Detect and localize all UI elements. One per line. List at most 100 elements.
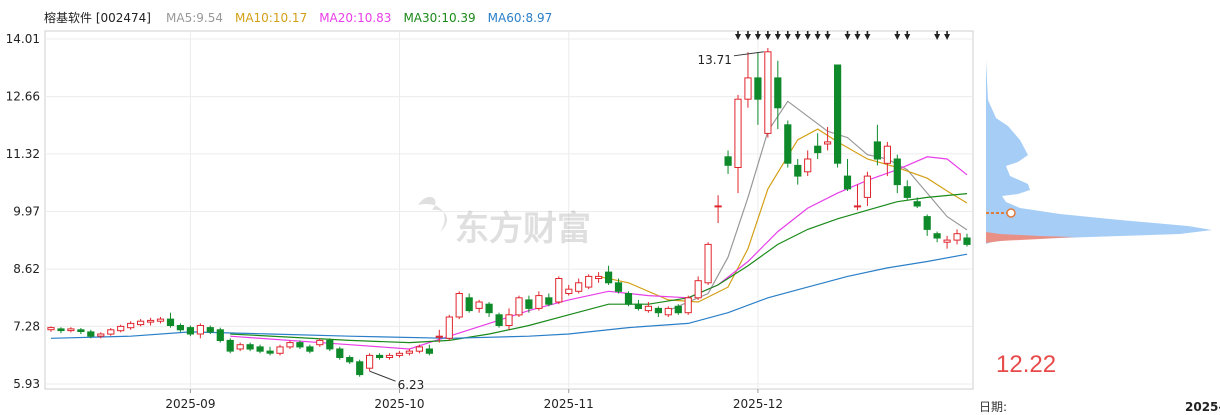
candle-body <box>286 342 294 348</box>
y-axis: 5.93 7.28 8.62 9.97 11.32 12.66 14.01 <box>6 32 40 391</box>
candle-body <box>515 297 523 316</box>
x-tick-label: 2025-09 <box>165 397 215 411</box>
candle-body <box>326 339 334 350</box>
ma-line-ma20 <box>230 156 968 350</box>
candle-body <box>535 295 543 309</box>
event-arrow-icon <box>814 31 821 40</box>
grid-lines <box>45 31 973 389</box>
candle-body <box>734 98 742 168</box>
annotation-high-label: 13.71 <box>698 53 732 67</box>
candle-body <box>226 339 234 352</box>
candle-body <box>505 314 513 326</box>
candle-body <box>794 164 802 177</box>
candle-body <box>117 325 125 332</box>
candle-body <box>475 301 483 309</box>
y-tick-label: 5.93 <box>13 377 40 391</box>
candle-body <box>863 175 871 198</box>
candle-body <box>495 314 503 326</box>
volume-profile-red <box>986 232 1075 243</box>
candle-body <box>356 361 364 376</box>
current-price-marker <box>1006 208 1016 218</box>
candle-body <box>614 282 623 292</box>
candle-body <box>684 297 692 314</box>
candle-body <box>296 342 304 348</box>
candle-body <box>913 201 921 207</box>
candle-body <box>445 316 453 339</box>
price-annotations: 13.71 6.23 <box>369 51 764 392</box>
candle-body <box>804 158 812 173</box>
candle-body <box>346 357 354 363</box>
event-arrow-icon <box>735 31 741 40</box>
candle-body <box>415 346 423 352</box>
event-arrow-icon <box>894 31 901 40</box>
candle-body <box>664 307 672 316</box>
candle-body <box>525 299 533 309</box>
event-arrow-icon <box>774 31 781 40</box>
candle-body <box>873 141 881 160</box>
candle-body <box>714 205 722 208</box>
candle-body <box>694 280 702 299</box>
candle-body <box>176 325 185 331</box>
candle-body <box>674 305 682 314</box>
candle-body <box>137 320 145 326</box>
candle-body <box>764 51 772 134</box>
candle-body <box>545 297 553 305</box>
candle-body <box>605 271 613 284</box>
event-arrow-icon <box>854 31 861 40</box>
candle-body <box>893 158 901 186</box>
candle-body <box>107 329 115 335</box>
y-tick-label: 14.01 <box>6 32 40 46</box>
x-tick-label: 2025-12 <box>733 397 783 411</box>
candle-body <box>953 233 961 241</box>
x-tick-label: 2025-10 <box>374 397 424 411</box>
volume-profile: 12.22 <box>986 60 1212 378</box>
ma-line-ma60 <box>50 253 968 339</box>
candle-body <box>266 350 274 354</box>
y-tick-label: 11.32 <box>6 147 40 161</box>
annotation-line <box>733 51 764 57</box>
candlesticks <box>47 47 971 377</box>
candle-body <box>435 335 443 338</box>
x-axis: 2025-09 2025-10 2025-11 2025-12 <box>165 389 783 411</box>
candle-body <box>236 344 244 350</box>
y-tick-label: 7.28 <box>13 319 40 333</box>
candle-body <box>87 331 95 337</box>
candle-body <box>704 243 712 284</box>
candle-body <box>216 329 224 341</box>
candle-body <box>585 275 593 288</box>
candle-body <box>565 288 573 295</box>
candle-body <box>963 237 971 245</box>
candle-body <box>147 319 155 323</box>
candle-body <box>485 303 493 314</box>
event-arrow-icon <box>844 31 851 40</box>
watermark: 东方财富 <box>418 196 591 249</box>
event-arrow-icon <box>744 31 751 40</box>
candle-body <box>903 186 911 198</box>
date-label: 日期: <box>979 400 1007 414</box>
candle-body <box>575 282 583 292</box>
candle-body <box>246 344 254 350</box>
event-arrow-icon <box>764 31 771 40</box>
candle-body <box>455 293 463 318</box>
candle-body <box>814 145 822 154</box>
candle-body <box>256 346 264 352</box>
candle-body <box>316 339 324 346</box>
event-arrow-icon <box>864 31 871 40</box>
candle-body <box>624 293 633 305</box>
candle-body <box>77 329 85 332</box>
legend-item-ma30: MA30:10.39 <box>403 11 475 25</box>
event-marks <box>735 31 951 40</box>
volume-profile-blue <box>986 60 1212 244</box>
legend-item-ma60: MA60:8.97 <box>488 11 553 25</box>
date-value: 2025- <box>1185 400 1220 414</box>
candle-body <box>336 348 344 358</box>
candle-body <box>933 233 941 239</box>
candle-body <box>57 328 65 332</box>
candle-body <box>555 278 563 303</box>
candle-body <box>465 297 473 312</box>
event-arrow-icon <box>804 31 811 40</box>
event-arrow-icon <box>824 31 831 40</box>
watermark-text: 东方财富 <box>455 209 591 249</box>
annotation-low-label: 6.23 <box>398 378 425 392</box>
